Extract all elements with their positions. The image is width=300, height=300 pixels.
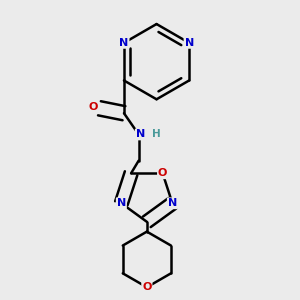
Text: O: O (142, 282, 152, 292)
Text: H: H (152, 130, 161, 140)
Text: N: N (168, 198, 177, 208)
Text: O: O (89, 102, 98, 112)
Text: O: O (158, 168, 167, 178)
Text: N: N (136, 130, 145, 140)
Text: N: N (119, 38, 129, 48)
Text: N: N (117, 198, 126, 208)
Text: N: N (184, 38, 194, 48)
